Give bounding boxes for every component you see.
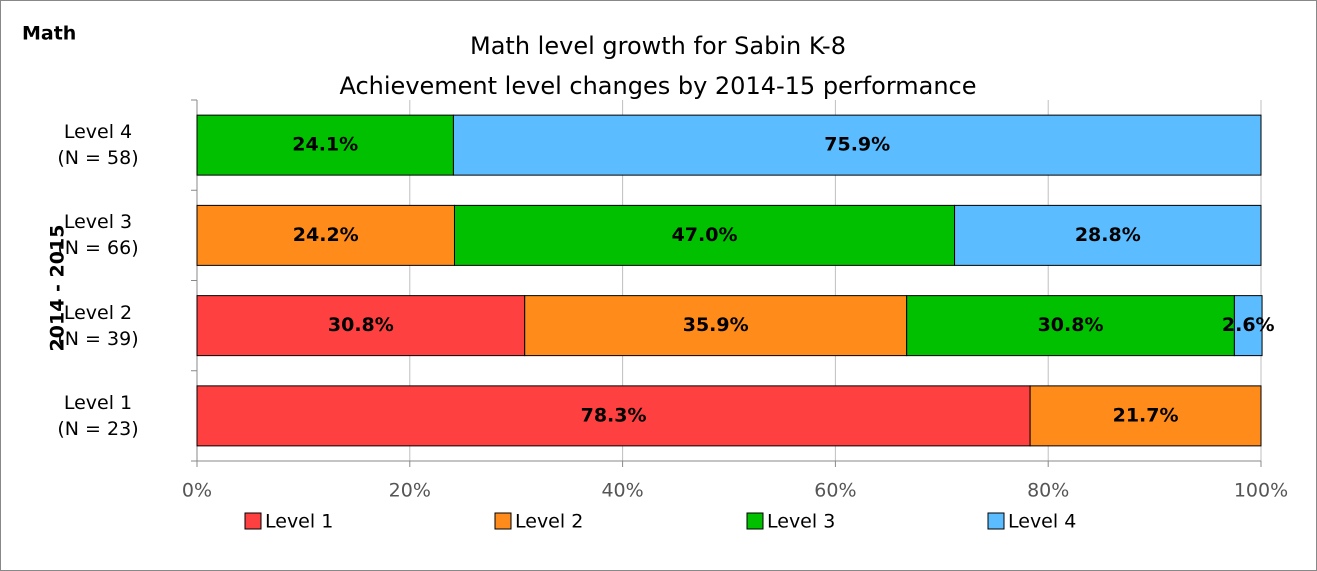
y-tick-label: Level 4 (N = 58) (57, 121, 139, 170)
legend-label: Level 1 (265, 511, 333, 533)
bar-segment (524, 295, 908, 357)
x-tick-label: 0% (182, 480, 212, 502)
chart-subtitle: Achievement level changes by 2014-15 per… (339, 72, 976, 100)
legend-label: Level 4 (1008, 511, 1076, 533)
data-label: 30.8% (328, 314, 394, 336)
bar-segment (196, 114, 454, 176)
x-tick-label: 80% (1027, 480, 1069, 502)
bar-segment (453, 204, 956, 266)
data-label: 2.6% (1222, 314, 1275, 336)
bar-segment (196, 204, 455, 266)
data-label: 47.0% (672, 224, 738, 246)
data-label: 30.8% (1038, 314, 1104, 336)
x-tick-label: 40% (601, 480, 643, 502)
bar-segment (196, 295, 526, 357)
legend-swatch (746, 512, 764, 530)
data-label: 24.2% (293, 224, 359, 246)
bar-segment (452, 114, 1262, 176)
legend-swatch (987, 512, 1005, 530)
legend-label: Level 2 (515, 511, 583, 533)
data-label: 24.1% (292, 134, 358, 156)
data-label: 78.3% (581, 404, 647, 426)
bar-segment (196, 385, 1031, 447)
x-tick-label: 60% (814, 480, 856, 502)
y-axis-label: 2014 - 2015 (47, 225, 69, 352)
bar-segment (954, 204, 1262, 266)
legend-label: Level 3 (767, 511, 835, 533)
x-tick-label: 20% (389, 480, 431, 502)
legend-swatch (244, 512, 262, 530)
y-tick-label: Level 1 (N = 23) (57, 391, 139, 440)
bar-segment (906, 295, 1235, 357)
y-tick-label: Level 2 (N = 39) (57, 301, 139, 350)
legend-swatch (494, 512, 512, 530)
data-label: 28.8% (1075, 224, 1141, 246)
chart-title: Math level growth for Sabin K-8 (470, 32, 846, 60)
bar-segment (1029, 385, 1262, 447)
data-label: 35.9% (683, 314, 749, 336)
corner-label: Math (22, 23, 76, 45)
bar-segment (1233, 295, 1263, 357)
data-label: 75.9% (824, 134, 890, 156)
x-tick-label: 100% (1234, 480, 1288, 502)
data-label: 21.7% (1113, 404, 1179, 426)
y-tick-label: Level 3 (N = 66) (57, 211, 139, 260)
